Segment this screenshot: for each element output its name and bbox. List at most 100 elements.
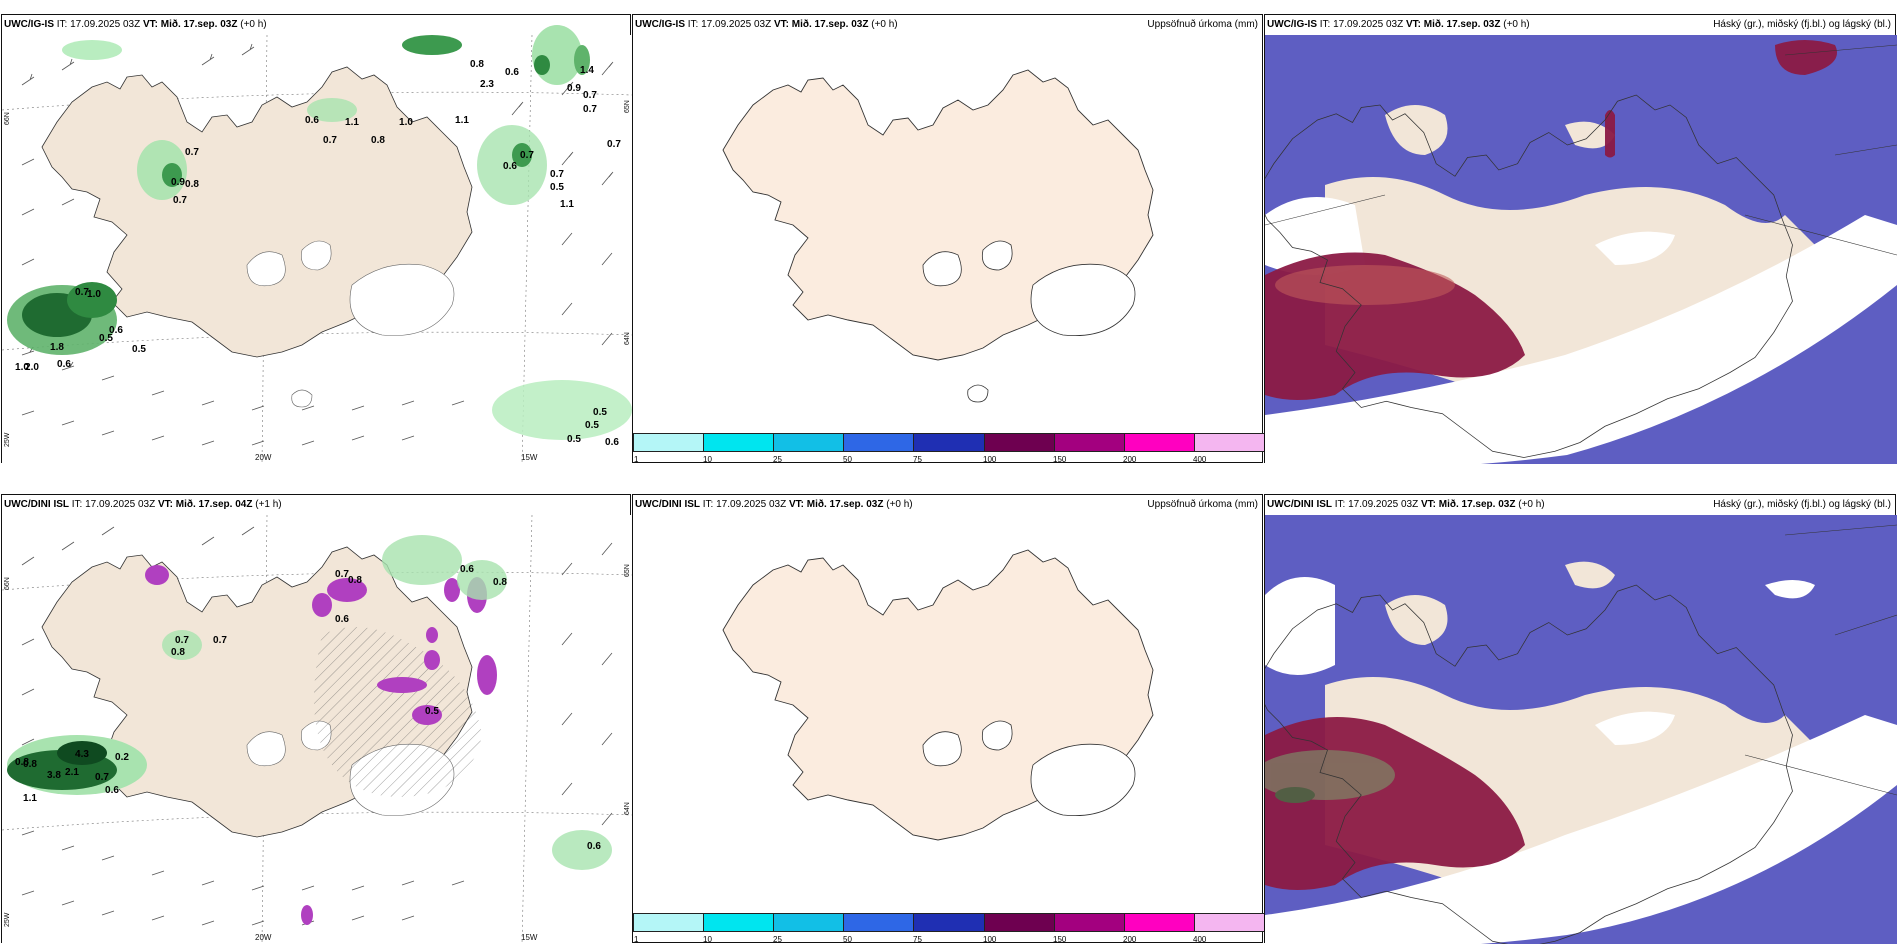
precip-value: 2.3: [480, 79, 494, 90]
colorbar-segment: [773, 913, 844, 932]
precip-value: 2.1: [65, 767, 79, 778]
colorbar-tick: 400: [1193, 455, 1207, 464]
precip-value: 0.5: [132, 344, 146, 355]
colorbar-segment: [843, 913, 914, 932]
colorbar-tick: 75: [913, 455, 922, 464]
colorbar-segment: [703, 433, 774, 452]
init-time: 17.09.2025 03Z: [1333, 19, 1404, 30]
colorbar-segment: [703, 913, 774, 932]
precip-map-row2: [722, 549, 1154, 841]
init-time: 17.09.2025 03Z: [701, 19, 772, 30]
lat-label-right: 65N: [624, 564, 631, 577]
precip-value: 0.6: [105, 785, 119, 796]
colorbar-tick: 1: [634, 935, 639, 944]
colorbar-tick: 1: [634, 455, 639, 464]
lon-label-15w: 15W: [521, 933, 538, 942]
model-name: UWC/IG-IS: [1267, 19, 1317, 30]
precip-value: 0.6: [57, 359, 71, 370]
cloud-panel-row2: UWC/DINI ISL IT: 17.09.2025 03Z VT: Mið.…: [1264, 494, 1897, 944]
precip-title: Uppsöfnuð úrkoma (mm): [1147, 19, 1258, 30]
lon-label-20w: 20W: [255, 933, 272, 942]
lon-label-left: 25W: [4, 912, 11, 927]
valid-label: VT:: [1420, 499, 1436, 510]
precip-value: 0.6: [460, 564, 474, 575]
precip-value: 0.7: [95, 772, 109, 783]
init-time: 17.09.2025 03Z: [70, 19, 141, 30]
precip-value: 0.7: [607, 139, 621, 150]
colorbar-segment: [913, 433, 984, 452]
precip-value: 0.8: [15, 757, 29, 768]
precip-value: 0.5: [593, 407, 607, 418]
precip-value: 0.6: [109, 325, 123, 336]
colorbar-segment: [633, 433, 704, 452]
precip-value: 0.6: [587, 841, 601, 852]
model-name: UWC/DINI ISL: [4, 499, 69, 510]
precip-value: 0.5: [425, 706, 439, 717]
precip-value: 0.7: [335, 569, 349, 580]
lead-time: (+0 h): [1518, 499, 1545, 510]
precip-value: 0.7: [213, 635, 227, 646]
colorbar-ticks: 1 10 25 50 75 100 150 200 400: [633, 455, 1264, 467]
init-time: 17.09.2025 03Z: [85, 499, 156, 510]
lat-label-left: 66N: [4, 577, 11, 590]
precip-value: 0.5: [585, 420, 599, 431]
precip-header-row1: UWC/IG-IS IT: 17.09.2025 03Z VT: Mið. 17…: [635, 19, 1258, 33]
precip-colorbar: 1 10 25 50 75 100 150 200 400: [633, 913, 1264, 944]
precip-value: 1.1: [560, 199, 574, 210]
precip-value: 1.1: [23, 793, 37, 804]
colorbar-segment: [1053, 433, 1124, 452]
precip-value: 0.8: [493, 577, 507, 588]
colorbar-tick: 25: [773, 935, 782, 944]
precip-value: 0.8: [348, 575, 362, 586]
precip-value: 0.9: [171, 177, 185, 188]
precip-header-row2: UWC/DINI ISL IT: 17.09.2025 03Z VT: Mið.…: [635, 499, 1258, 513]
wind-header-row2: UWC/DINI ISL IT: 17.09.2025 03Z VT: Mið.…: [4, 499, 626, 513]
cloud-title: Háský (gr.), miðský (fj.bl.) og lágský (…: [1713, 19, 1891, 30]
lead-time: (+1 h): [255, 499, 282, 510]
precip-value: 0.2: [115, 752, 129, 763]
colorbar-tick: 50: [843, 935, 852, 944]
lead-time: (+0 h): [240, 19, 267, 30]
colorbar-tick: 200: [1123, 455, 1137, 464]
colorbar-segment: [1193, 433, 1264, 452]
colorbar-tick: 150: [1053, 455, 1067, 464]
precip-value: 0.7: [75, 287, 89, 298]
lon-label-15w: 15W: [521, 453, 538, 462]
colorbar-tick: 25: [773, 455, 782, 464]
cloud-panel-row1: UWC/IG-IS IT: 17.09.2025 03Z VT: Mið. 17…: [1264, 14, 1897, 464]
colorbar-tick: 400: [1193, 935, 1207, 944]
init-label: IT:: [702, 499, 714, 510]
colorbar-segment: [983, 913, 1054, 932]
precip-value: 0.8: [23, 759, 37, 770]
init-time: 17.09.2025 03Z: [716, 499, 787, 510]
lat-label-right: 65N: [624, 100, 631, 113]
colorbar-tick: 50: [843, 455, 852, 464]
colorbar-tick: 150: [1053, 935, 1067, 944]
precip-value: 0.9: [567, 83, 581, 94]
precip-value: 0.7: [520, 150, 534, 161]
init-label: IT:: [1334, 499, 1346, 510]
init-label: IT:: [56, 19, 68, 30]
precip-value: 1.8: [50, 342, 64, 353]
wind-header-row1: UWC/IG-IS IT: 17.09.2025 03Z VT: Mið. 17…: [4, 19, 626, 33]
precip-value: 0.6: [505, 67, 519, 78]
colorbar-tick: 10: [703, 935, 712, 944]
lat-label-right-2: 64N: [624, 802, 631, 815]
cloud-title: Háský (gr.), miðský (fj.bl.) og lágský (…: [1713, 499, 1891, 510]
valid-time: Mið. 17.sep. 03Z: [1423, 19, 1501, 30]
colorbar-tick: 10: [703, 455, 712, 464]
precip-value: 1.0: [87, 289, 101, 300]
precip-value: 0.7: [185, 147, 199, 158]
precip-panel-row1: UWC/IG-IS IT: 17.09.2025 03Z VT: Mið. 17…: [632, 14, 1264, 464]
precip-value: 1.4: [580, 65, 594, 76]
precip-map-row1: [722, 69, 1154, 403]
precip-value: 0.7: [583, 90, 597, 101]
precip-value: 0.8: [185, 179, 199, 190]
cloud-map-row1: [1265, 35, 1897, 464]
precip-value: 1.1: [455, 115, 469, 126]
precip-value: 1.0: [15, 362, 29, 373]
precip-value: 3.8: [47, 770, 61, 781]
colorbar-segment: [1193, 913, 1264, 932]
precip-colorbar: 1 10 25 50 75 100 150 200 400: [633, 433, 1264, 464]
precip-value: 0.6: [605, 437, 619, 448]
